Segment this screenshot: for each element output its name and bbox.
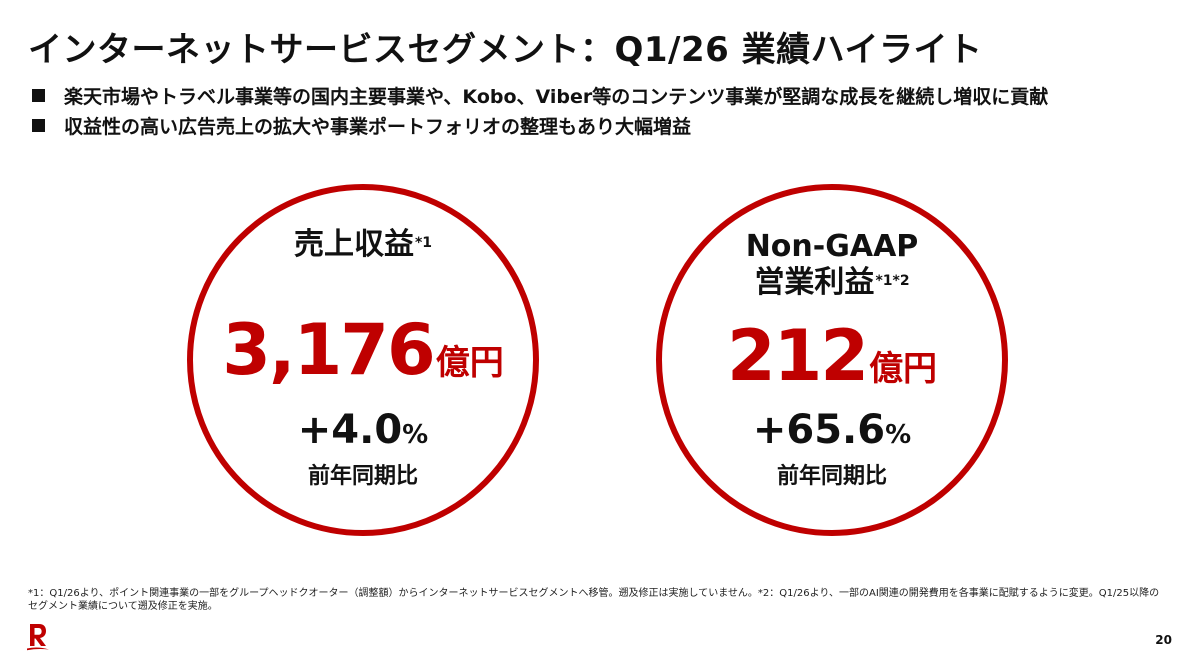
profit-change-number: +65.6 xyxy=(752,407,886,453)
profit-value-unit: 億円 xyxy=(869,349,938,389)
revenue-label-text: 売上収益 xyxy=(293,227,414,262)
revenue-footnote-ref: *1 xyxy=(414,235,433,251)
bullet-text: 楽天市場やトラベル事業等の国内主要事業や、Kobo、Viber等のコンテンツ事業… xyxy=(64,85,1049,108)
square-bullet-icon xyxy=(32,88,45,102)
footnote-1: *1：Q1/26より、ポイント関連事業の一部をグループヘッドクオーター（調整額）… xyxy=(28,588,758,599)
profit-footnote-ref: *1*2 xyxy=(875,273,910,289)
highlight-bullets: 楽天市場やトラベル事業等の国内主要事業や、Kobo、Viber等のコンテンツ事業… xyxy=(32,80,1048,140)
slide-title: インターネットサービスセグメント：Q1/26 業績ハイライト xyxy=(28,30,983,70)
profit-value-number: 212 xyxy=(726,315,869,397)
revenue-circle: 売上収益*1 3,176億円 +4.0% 前年同期比 xyxy=(187,184,539,536)
profit-label-text: 営業利益 xyxy=(754,265,875,300)
revenue-change-unit: % xyxy=(402,420,429,450)
revenue-label: 売上収益*1 xyxy=(193,226,533,264)
bullet-item: 楽天市場やトラベル事業等の国内主要事業や、Kobo、Viber等のコンテンツ事業… xyxy=(32,80,1048,110)
footnote-2: *2：Q1/26より、一部のAI関連の開発費用を各事業に配賦するように変更。Q1… xyxy=(28,588,1160,612)
revenue-value-unit: 億円 xyxy=(435,343,504,383)
revenue-value: 3,176億円 xyxy=(193,310,533,390)
footnotes: *1：Q1/26より、ポイント関連事業の一部をグループヘッドクオーター（調整額）… xyxy=(28,587,1168,613)
profit-change-unit: % xyxy=(885,420,912,450)
square-bullet-icon xyxy=(32,118,45,132)
profit-label-line1: Non-GAAP xyxy=(745,229,919,264)
operating-profit-circle: Non-GAAP 営業利益*1*2 212億円 +65.6% 前年同期比 xyxy=(656,184,1008,536)
revenue-yoy-label: 前年同期比 xyxy=(307,464,418,489)
revenue-value-number: 3,176 xyxy=(222,309,435,391)
bullet-text: 収益性の高い広告売上の拡大や事業ポートフォリオの整理もあり大幅増益 xyxy=(64,115,692,138)
profit-value: 212億円 xyxy=(662,316,1002,396)
profit-label: 営業利益*1*2 xyxy=(662,264,1002,302)
revenue-change: +4.0% xyxy=(193,406,533,454)
profit-yoy-label: 前年同期比 xyxy=(776,464,887,489)
profit-change: +65.6% xyxy=(662,406,1002,454)
bullet-item: 収益性の高い広告売上の拡大や事業ポートフォリオの整理もあり大幅増益 xyxy=(32,110,1048,140)
page-number: 20 xyxy=(1155,633,1172,647)
rakuten-r-logo xyxy=(27,624,49,651)
revenue-change-number: +4.0 xyxy=(297,407,403,453)
